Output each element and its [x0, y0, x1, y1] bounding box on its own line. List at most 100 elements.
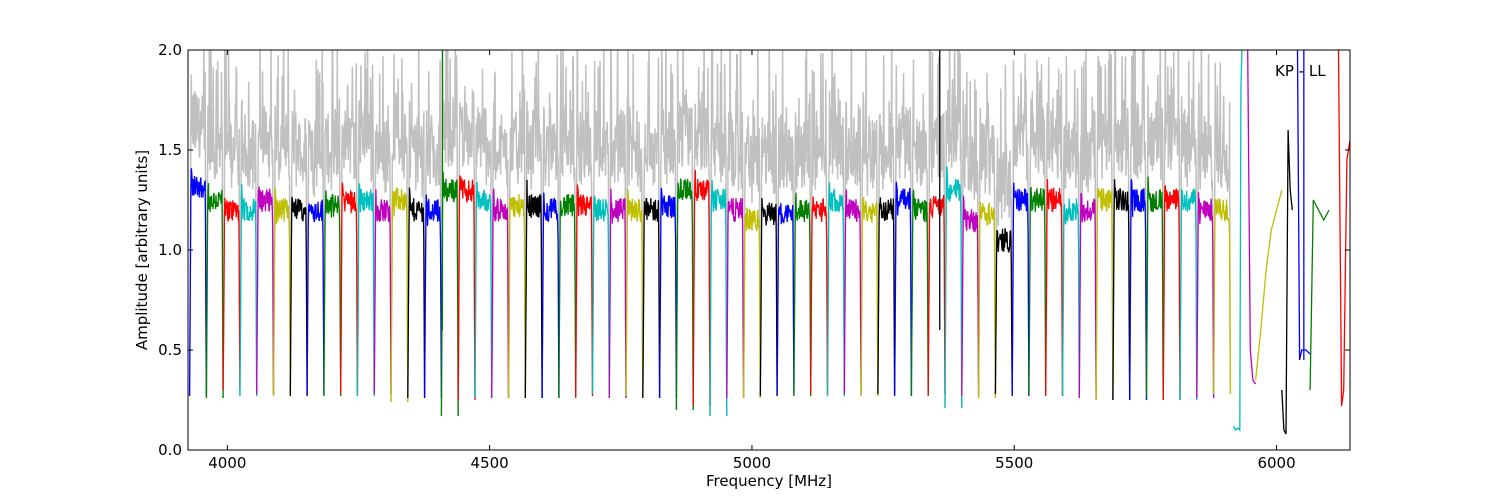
channel-trace-40: [860, 196, 879, 397]
ticks-layer: 4000 4500 5000 5500 6000 0.0 0.5 1.0 1.5 2.0: [158, 41, 1350, 472]
channel-trace-1: [205, 183, 224, 399]
background-trace-29: [675, 50, 694, 411]
y-axis-label: Amplitude [arbitrary units]: [133, 150, 151, 350]
background-trace-56: [1128, 50, 1148, 401]
special-segment-4: [1296, 50, 1311, 361]
background-trace-17: [474, 68, 493, 399]
x-tick-label: 4000: [208, 454, 246, 472]
special-segment-0: [1232, 50, 1243, 432]
background-trace-5: [272, 50, 292, 397]
x-tick-label: 6000: [1257, 454, 1295, 472]
background-trace-22: [558, 50, 577, 399]
special-segment-1: [1247, 50, 1257, 385]
background-trace-18: [490, 70, 510, 399]
y-tick-label: 0.0: [158, 441, 182, 459]
background-trace-55: [1112, 50, 1131, 401]
background-trace-50: [1028, 60, 1047, 395]
channel-trace-0: [188, 168, 208, 397]
background-trace-49: [1011, 53, 1030, 397]
background-trace-52: [1061, 55, 1081, 397]
channel-trace-55: [1112, 179, 1131, 401]
channel-trace-16: [457, 175, 476, 401]
y-tick-label: 1.5: [158, 141, 182, 159]
x-tick-label: 5000: [733, 454, 771, 472]
background-trace-6: [289, 89, 308, 397]
background-trace-47: [977, 72, 997, 399]
channel-trace-14: [423, 194, 443, 399]
channel-trace-15: [440, 171, 459, 417]
channel-trace-48: [994, 228, 1013, 395]
background-trace-60: [1196, 50, 1215, 399]
background-trace-46: [961, 71, 980, 397]
channel-trace-29: [675, 178, 694, 411]
channel-trace-19: [507, 194, 526, 399]
special-segment-5: [1309, 199, 1330, 391]
channel-trace-58: [1162, 185, 1181, 401]
channel-trace-37: [810, 196, 829, 395]
channel-trace-31: [709, 180, 728, 417]
channel-trace-39: [843, 189, 862, 395]
background-trace-26: [625, 50, 644, 397]
channel-trace-34: [759, 197, 778, 397]
channel-trace-50: [1028, 186, 1047, 395]
background-trace-32: [726, 50, 745, 399]
channel-trace-13: [407, 187, 426, 399]
background-trace-25: [608, 50, 627, 399]
channel-trace-17: [474, 181, 493, 399]
y-tick-label: 1.0: [158, 241, 182, 259]
background-trace-58: [1162, 50, 1181, 401]
channel-trace-6: [289, 196, 308, 397]
channel-trace-49: [1011, 182, 1030, 397]
background-trace-34: [759, 50, 778, 397]
background-trace-39: [843, 50, 862, 395]
background-trace-9: [339, 63, 359, 395]
background-trace-15: [440, 50, 459, 417]
background-trace-7: [306, 50, 325, 395]
background-trace-layer: [188, 50, 1232, 417]
background-trace-57: [1145, 50, 1164, 399]
y-tick-label: 2.0: [158, 41, 182, 59]
special-segment-2: [1254, 189, 1283, 381]
channel-trace-12: [390, 187, 409, 403]
background-trace-3: [239, 81, 258, 397]
background-trace-20: [524, 50, 543, 399]
channel-trace-53: [1078, 192, 1097, 399]
x-axis-label: Frequency [MHz]: [706, 472, 832, 490]
background-trace-33: [742, 50, 762, 399]
channel-trace-27: [642, 197, 661, 399]
channel-trace-7: [306, 199, 325, 395]
background-trace-27: [642, 50, 661, 399]
background-trace-8: [323, 50, 342, 397]
annotation: KP - LL: [1275, 62, 1326, 80]
background-trace-37: [809, 53, 829, 395]
channel-trace-28: [658, 187, 678, 399]
channel-trace-54: [1095, 188, 1114, 401]
background-trace-23: [574, 50, 594, 397]
background-trace-61: [1212, 62, 1232, 395]
channel-trace-5: [272, 188, 291, 397]
background-trace-11: [373, 56, 392, 395]
channel-trace-2: [222, 197, 241, 391]
channel-trace-61: [1212, 198, 1232, 395]
channel-trace-22: [558, 194, 577, 399]
background-trace-1: [205, 50, 224, 399]
special-segment-6: [1337, 50, 1350, 407]
channel-trace-25: [608, 188, 627, 399]
channel-trace-35: [776, 203, 795, 395]
background-trace-31: [709, 50, 728, 417]
background-trace-0: [188, 50, 208, 397]
background-trace-48: [994, 64, 1013, 395]
channel-trace-52: [1061, 198, 1080, 397]
x-tick-label: 4500: [471, 454, 509, 472]
channel-trace-32: [726, 198, 745, 399]
channel-trace-26: [625, 189, 644, 397]
background-trace-38: [826, 50, 846, 397]
background-trace-43: [910, 59, 929, 397]
channel-trace-24: [591, 194, 610, 395]
background-trace-28: [658, 50, 678, 399]
channel-trace-57: [1145, 176, 1164, 399]
channel-trace-11: [373, 189, 392, 395]
background-trace-10: [356, 50, 375, 397]
channel-trace-3: [239, 183, 258, 397]
